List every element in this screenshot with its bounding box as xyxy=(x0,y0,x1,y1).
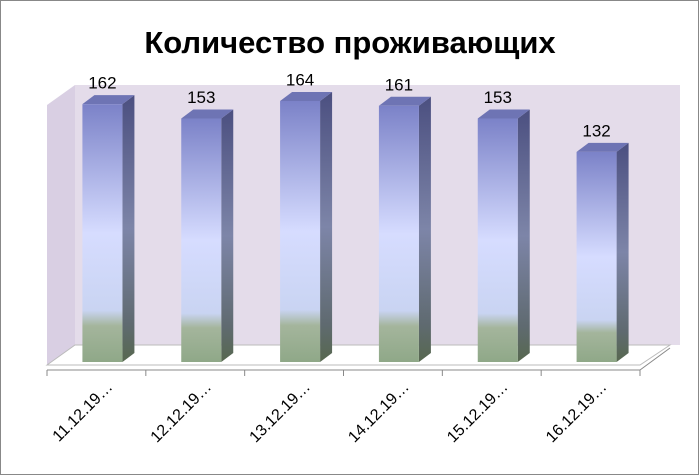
bar-side xyxy=(122,95,135,363)
floor xyxy=(45,344,672,366)
bar xyxy=(82,104,123,363)
bar-top xyxy=(181,109,234,119)
value-label: 153 xyxy=(187,88,215,107)
bar-top xyxy=(378,96,431,106)
chart-title: Количество проживающих xyxy=(144,25,556,60)
value-label: 153 xyxy=(484,88,512,107)
bar-top xyxy=(477,109,530,119)
bar xyxy=(280,101,321,362)
bar-side xyxy=(320,92,333,362)
bar xyxy=(378,105,419,363)
bar xyxy=(576,151,617,362)
value-label: 162 xyxy=(88,74,116,93)
bar xyxy=(477,118,518,362)
bar-side xyxy=(418,96,431,363)
bar-side xyxy=(221,109,234,362)
bar-top xyxy=(576,142,629,152)
side-wall xyxy=(47,85,75,365)
bar-top xyxy=(280,92,333,101)
value-label: 164 xyxy=(286,70,314,89)
bar-top xyxy=(82,95,135,105)
x-axis-depth xyxy=(639,347,671,371)
bar-side xyxy=(517,109,530,362)
bar-side xyxy=(616,142,629,362)
value-label: 161 xyxy=(385,75,413,94)
value-label: 132 xyxy=(582,121,610,140)
bar xyxy=(181,118,222,362)
